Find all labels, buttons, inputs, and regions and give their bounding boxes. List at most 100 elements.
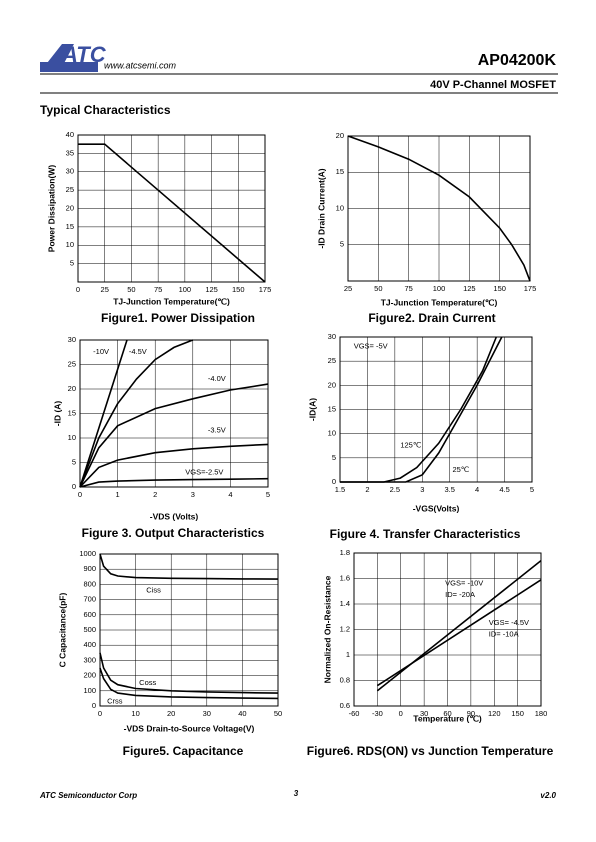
x-tick-label: 0	[399, 709, 403, 718]
data-line	[99, 553, 279, 580]
y-tick-label: 0	[92, 701, 96, 710]
x-tick-label: 3	[420, 485, 424, 494]
x-tick-label: 175	[524, 284, 537, 293]
y-tick-label: 1.6	[340, 573, 350, 582]
data-line	[340, 336, 503, 483]
footer-company: ATC Semiconductor Corp	[39, 791, 137, 800]
x-tick-label: 25	[101, 285, 109, 294]
section-title: Typical Characteristics	[40, 103, 171, 117]
y-tick-label: 10	[336, 203, 344, 212]
annotation: 25℃	[452, 465, 469, 474]
x-tick-label: 125	[205, 285, 218, 294]
data-line	[347, 135, 531, 282]
x-tick-label: 175	[259, 285, 272, 294]
y-axis-label: -ID(A)	[307, 398, 317, 421]
y-tick-label: 0.6	[340, 701, 350, 710]
x-tick-label: 4	[228, 490, 232, 499]
x-tick-label: 100	[179, 285, 192, 294]
y-axis-label: Power Dissipation(W)	[46, 165, 56, 253]
y-tick-label: 5	[332, 453, 336, 462]
x-tick-label: 1.5	[335, 485, 345, 494]
data-line	[99, 652, 279, 694]
data-line	[79, 339, 128, 488]
y-tick-label: 300	[83, 655, 96, 664]
y-tick-label: 10	[328, 429, 336, 438]
y-tick-label: 30	[66, 167, 74, 176]
page-number: 3	[294, 789, 299, 798]
y-tick-label: 10	[68, 433, 76, 442]
footer-version: v2.0	[540, 791, 556, 800]
annotation: -3.5V	[208, 426, 226, 435]
x-tick-label: 2	[365, 485, 369, 494]
y-tick-label: 1000	[79, 549, 96, 558]
y-tick-label: 20	[328, 380, 336, 389]
y-tick-label: 30	[328, 332, 336, 341]
y-tick-label: 0	[72, 482, 76, 491]
x-axis-label: -VGS(Volts)	[413, 503, 460, 513]
annotation: ID= -10A	[489, 630, 519, 639]
x-axis-label: -VDS (Volts)	[150, 511, 199, 521]
annotation: VGS= -5V	[354, 342, 388, 351]
x-tick-label: 4	[475, 485, 479, 494]
x-tick-label: -30	[372, 709, 383, 718]
x-tick-label: 3.5	[444, 485, 454, 494]
annotation: -10V	[93, 347, 109, 356]
figure-caption: Figure 3. Output Characteristics	[82, 526, 265, 540]
x-axis-label: TJ-Junction Temperature(℃)	[113, 296, 230, 306]
y-tick-label: 10	[66, 240, 74, 249]
data-line	[376, 579, 542, 687]
logo-bar	[40, 62, 98, 72]
x-tick-label: 150	[493, 284, 506, 293]
x-tick-label: 2.5	[390, 485, 400, 494]
y-tick-label: 5	[72, 457, 76, 466]
figure-caption: Figure6. RDS(ON) vs Junction Temperature	[307, 744, 554, 758]
y-tick-label: 15	[68, 408, 76, 417]
y-tick-label: 20	[68, 384, 76, 393]
data-line	[79, 339, 194, 488]
y-tick-label: 800	[83, 579, 96, 588]
data-line	[79, 443, 269, 488]
y-axis-label: C Capacitance(pF)	[57, 593, 67, 668]
data-line	[79, 477, 269, 488]
x-tick-label: 1	[116, 490, 120, 499]
data-line	[376, 559, 542, 692]
x-tick-label: 0	[76, 285, 80, 294]
y-tick-label: 500	[83, 625, 96, 634]
y-tick-label: 20	[66, 203, 74, 212]
y-tick-label: 35	[66, 148, 74, 157]
annotation: Ciss	[146, 585, 161, 594]
x-tick-label: 50	[374, 284, 382, 293]
annotation: VGS= -4.5V	[489, 618, 529, 627]
y-tick-label: 0.8	[340, 675, 350, 684]
annotation: VGS= -10V	[445, 579, 483, 588]
subtitle: 40V P-Channel MOSFET	[430, 79, 556, 91]
x-tick-label: 90	[467, 709, 475, 718]
logo-text: ATC	[61, 42, 107, 67]
x-tick-label: 50	[274, 709, 282, 718]
x-tick-label: 0	[98, 709, 102, 718]
y-tick-label: 0	[332, 477, 336, 486]
y-tick-label: 200	[83, 671, 96, 680]
y-axis-label: -ID (A)	[52, 401, 62, 427]
y-tick-label: 100	[83, 686, 96, 695]
annotation: ID= -20A	[445, 590, 475, 599]
x-tick-label: 40	[238, 709, 246, 718]
figure-caption: Figure1. Power Dissipation	[101, 311, 255, 325]
y-axis-label: Normalized On-Resistance	[322, 575, 332, 683]
x-tick-label: 25	[344, 284, 352, 293]
x-tick-label: 4.5	[499, 485, 509, 494]
y-tick-label: 5	[70, 259, 74, 268]
x-tick-label: 30	[203, 709, 211, 718]
y-tick-label: 15	[336, 167, 344, 176]
part-number: AP04200K	[478, 52, 557, 69]
x-tick-label: 2	[153, 490, 157, 499]
x-axis-label: -VDS Drain-to-Source Voltage(V)	[124, 723, 255, 733]
y-tick-label: 25	[66, 185, 74, 194]
y-tick-label: 400	[83, 640, 96, 649]
y-tick-label: 25	[68, 359, 76, 368]
x-tick-label: 100	[433, 284, 446, 293]
x-tick-label: 75	[154, 285, 162, 294]
y-tick-label: 20	[336, 131, 344, 140]
